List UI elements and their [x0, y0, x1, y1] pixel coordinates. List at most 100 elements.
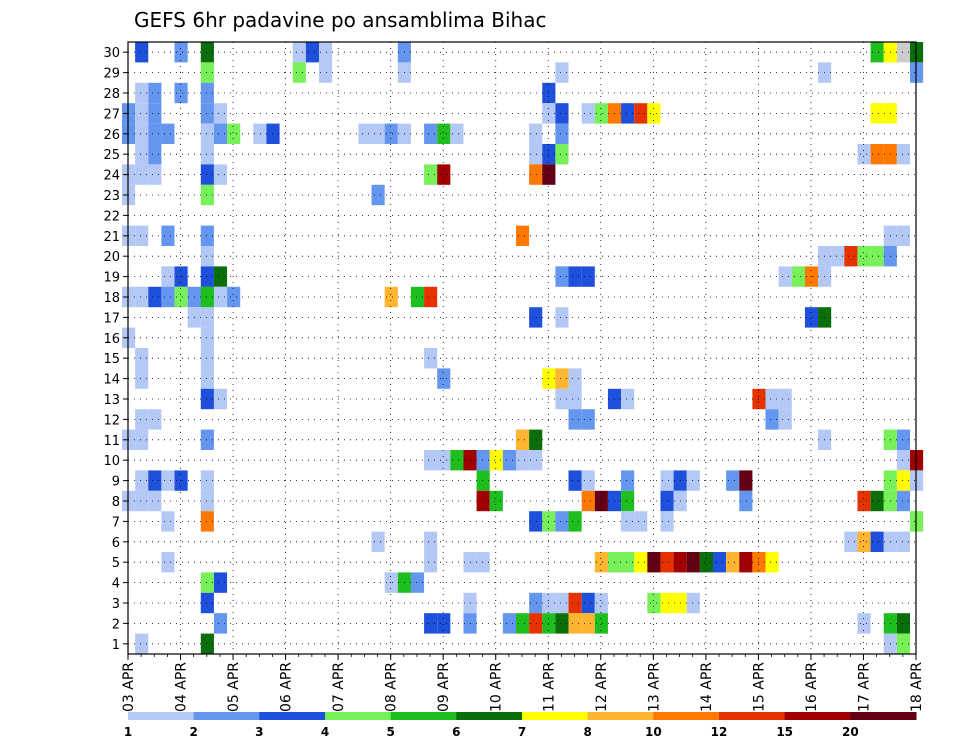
heat-cell: [135, 490, 149, 512]
heat-cell: [726, 470, 740, 491]
heat-cell: [200, 286, 214, 308]
heat-cell: [568, 592, 582, 614]
heat-cell: [870, 531, 884, 552]
heat-cell: [200, 490, 214, 512]
legend-swatch: [456, 712, 523, 720]
heat-cell: [148, 490, 162, 512]
heat-cell: [686, 592, 700, 614]
x-tick-label: 03 APR: [121, 662, 137, 712]
heat-cell: [568, 266, 582, 287]
heat-cell: [148, 164, 162, 185]
legend-label: 7: [518, 725, 526, 739]
heat-cell: [227, 286, 241, 308]
heat-cell: [634, 552, 648, 573]
heat-cell: [213, 572, 228, 593]
heat-cell: [200, 592, 214, 614]
heat-cell: [870, 103, 884, 124]
heat-cell: [148, 103, 162, 124]
heat-cell: [424, 531, 438, 552]
heat-cell: [896, 531, 910, 552]
y-tick-label: 17: [103, 311, 120, 326]
heat-cell: [516, 429, 530, 450]
heat-cell: [844, 531, 858, 552]
heat-cell: [516, 225, 530, 246]
heat-cell: [253, 123, 267, 144]
heat-cell: [555, 144, 569, 165]
heat-cell: [174, 470, 188, 491]
heat-cell: [200, 388, 214, 410]
x-tick-label: 04 APR: [174, 662, 190, 712]
heat-cell: [161, 470, 175, 491]
heat-cell: [200, 164, 214, 185]
heat-cell: [634, 103, 648, 124]
heat-cell: [594, 592, 608, 614]
heat-cell: [148, 286, 162, 308]
heat-cell: [489, 490, 503, 512]
heat-cell: [437, 368, 451, 389]
heat-cell: [384, 572, 398, 593]
heat-cell: [200, 42, 214, 63]
heat-cell: [594, 103, 608, 124]
heat-cell: [200, 225, 214, 246]
heat-cell: [437, 450, 451, 471]
heat-cell: [135, 103, 149, 124]
heat-cell: [647, 103, 661, 124]
heat-cell: [200, 246, 214, 267]
x-tick-label: 08 APR: [384, 662, 400, 712]
heat-cell: [804, 266, 819, 287]
heat-cell: [450, 123, 464, 144]
heat-cell: [686, 552, 700, 573]
heat-cell: [857, 531, 871, 552]
y-tick-label: 28: [103, 87, 120, 102]
heat-cell: [634, 511, 648, 532]
heat-cell: [857, 613, 871, 634]
heat-cell: [319, 42, 333, 63]
heat-cell: [161, 552, 175, 573]
legend-swatch: [850, 712, 917, 720]
legend-label: 20: [842, 725, 859, 739]
heat-cell: [857, 144, 871, 165]
heat-cell: [148, 82, 162, 104]
heat-cell: [135, 42, 149, 63]
heat-cell: [174, 82, 188, 104]
heat-cell: [410, 286, 425, 308]
legend-label: 1: [124, 725, 132, 739]
heat-cell: [424, 286, 438, 308]
heat-cell: [161, 266, 175, 287]
heat-cell: [831, 246, 845, 267]
y-tick-label: 18: [103, 291, 120, 306]
heat-cell: [857, 246, 871, 267]
heat-cell: [200, 368, 214, 389]
heat-cell: [660, 490, 674, 512]
heat-cell: [319, 62, 333, 83]
heat-cell: [135, 633, 149, 654]
heat-cell: [200, 327, 214, 348]
heat-cell: [292, 42, 306, 63]
heat-cell: [148, 123, 162, 144]
heat-cell: [529, 144, 543, 165]
x-tick-label: 09 APR: [436, 662, 452, 712]
heat-cell: [424, 123, 438, 144]
heat-cell: [568, 388, 582, 410]
heat-cell: [135, 409, 149, 430]
heat-cell: [660, 511, 674, 532]
legend-swatch: [128, 712, 195, 720]
legend-swatch: [193, 712, 260, 720]
heat-cell: [200, 62, 214, 83]
y-tick-label: 11: [103, 434, 120, 449]
heat-cell: [135, 286, 149, 308]
heat-cell: [292, 62, 306, 83]
heat-cell: [200, 82, 214, 104]
heat-cell: [896, 633, 910, 654]
heat-cell: [660, 592, 674, 614]
heat-cell: [213, 123, 228, 144]
heat-cell: [161, 286, 175, 308]
heat-cell: [135, 348, 149, 369]
heat-cell: [581, 266, 595, 287]
heat-cell: [791, 266, 805, 287]
heat-cell: [516, 450, 530, 471]
heat-cell: [200, 266, 214, 287]
heat-cell: [857, 490, 871, 512]
heat-cell: [778, 266, 792, 287]
